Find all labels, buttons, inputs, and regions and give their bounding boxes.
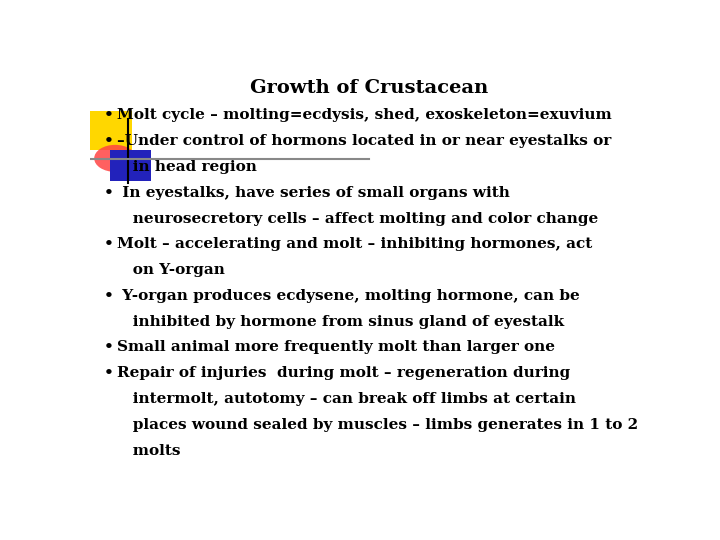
Text: intermolt, autotomy – can break off limbs at certain: intermolt, autotomy – can break off limb… xyxy=(117,392,576,406)
Text: in head region: in head region xyxy=(117,160,256,174)
Bar xyxy=(90,111,132,150)
Text: •: • xyxy=(104,341,114,354)
Text: Repair of injuries  during molt – regeneration during: Repair of injuries during molt – regener… xyxy=(117,366,570,380)
Text: •: • xyxy=(104,238,114,251)
Text: •: • xyxy=(104,186,114,200)
Text: •: • xyxy=(104,109,114,123)
Ellipse shape xyxy=(94,145,136,172)
Text: inhibited by hormone from sinus gland of eyestalk: inhibited by hormone from sinus gland of… xyxy=(117,315,564,329)
Text: Growth of Crustacean: Growth of Crustacean xyxy=(250,79,488,97)
Text: Molt cycle – molting=ecdysis, shed, exoskeleton=exuvium: Molt cycle – molting=ecdysis, shed, exos… xyxy=(117,109,611,123)
Text: Small animal more frequently molt than larger one: Small animal more frequently molt than l… xyxy=(117,341,555,354)
Text: Molt – accelerating and molt – inhibiting hormones, act: Molt – accelerating and molt – inhibitin… xyxy=(117,238,592,251)
Text: •: • xyxy=(104,289,114,303)
Text: In eyestalks, have series of small organs with: In eyestalks, have series of small organ… xyxy=(117,186,510,200)
Bar xyxy=(109,150,151,181)
Text: places wound sealed by muscles – limbs generates in 1 to 2: places wound sealed by muscles – limbs g… xyxy=(117,418,638,432)
Text: neurosecretory cells – affect molting and color change: neurosecretory cells – affect molting an… xyxy=(117,212,598,226)
Text: molts: molts xyxy=(117,443,180,457)
Text: Y-organ produces ecdysene, molting hormone, can be: Y-organ produces ecdysene, molting hormo… xyxy=(117,289,580,303)
Text: •: • xyxy=(104,366,114,380)
Text: •: • xyxy=(104,134,114,149)
Text: –Under control of hormons located in or near eyestalks or: –Under control of hormons located in or … xyxy=(117,134,611,149)
Text: on Y-organ: on Y-organ xyxy=(117,263,225,277)
